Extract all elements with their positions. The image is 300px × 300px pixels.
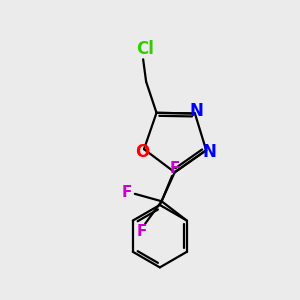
Text: O: O (135, 143, 150, 161)
Text: N: N (190, 101, 203, 119)
Text: N: N (203, 143, 217, 161)
Text: F: F (121, 185, 132, 200)
Text: Cl: Cl (136, 40, 154, 58)
Text: F: F (170, 161, 180, 176)
Text: F: F (136, 224, 147, 239)
